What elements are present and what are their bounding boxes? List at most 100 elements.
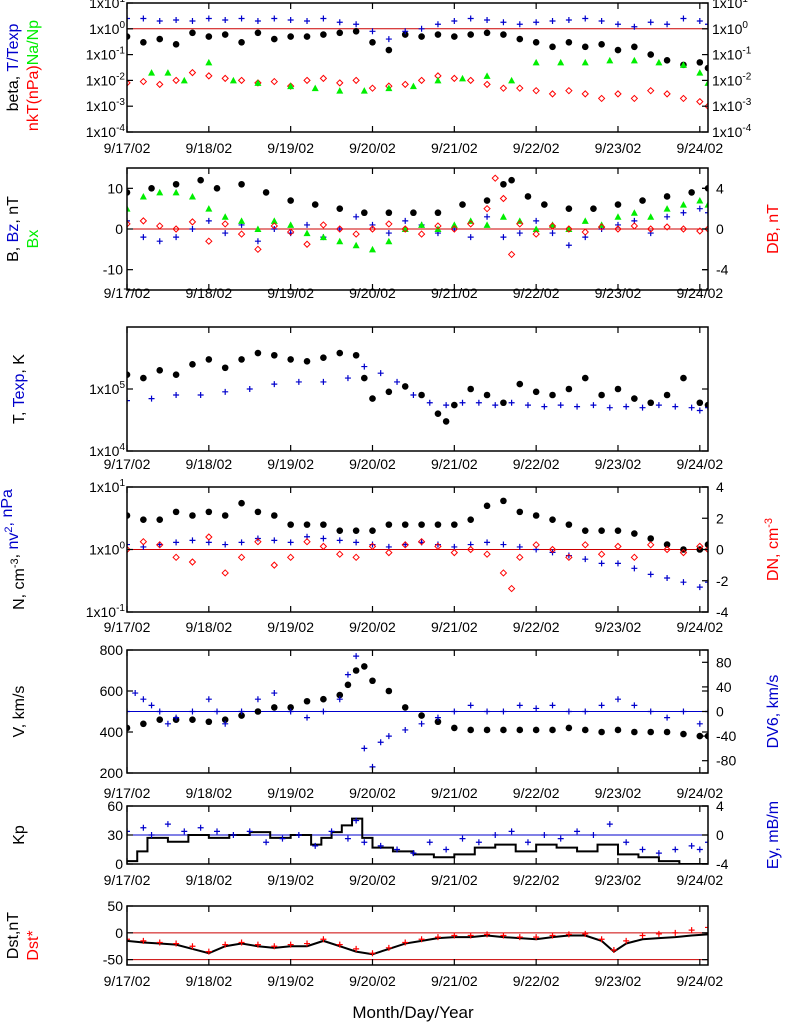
data-point [418, 25, 425, 32]
data-point [385, 543, 392, 550]
data-point [705, 579, 708, 586]
data-point [319, 74, 328, 83]
data-point [377, 370, 384, 377]
data-point [565, 205, 573, 212]
data-point [663, 728, 671, 736]
x-tick-label: 9/20/02 [349, 285, 396, 301]
data-point [205, 15, 212, 22]
series-group [127, 817, 708, 864]
data-point [254, 29, 262, 37]
data-point [401, 80, 409, 89]
data-point [598, 728, 605, 736]
data-point [336, 29, 344, 37]
data-point [434, 209, 442, 217]
data-point [434, 718, 442, 726]
y-tick-label: 10 [107, 180, 123, 196]
data-point [139, 537, 148, 546]
data-point [443, 402, 450, 409]
x-tick-label: 9/22/02 [513, 140, 560, 156]
data-point [214, 828, 221, 835]
data-point [508, 399, 515, 406]
data-point [140, 516, 147, 523]
data-point [304, 221, 311, 228]
series-group [127, 349, 708, 425]
data-point [704, 79, 708, 86]
x-tick-label: 9/20/02 [349, 973, 396, 989]
data-point [418, 33, 425, 40]
panel-dst: 50 0 -50 9/17/02 9/18/02 9/19/02 9/20/02 9/21/0… [5, 898, 723, 989]
data-point [127, 189, 131, 196]
data-point [679, 548, 688, 557]
data-point [385, 36, 392, 43]
data-point [696, 846, 703, 853]
data-point [500, 497, 507, 505]
data-point [377, 842, 384, 849]
data-point [565, 552, 572, 559]
x-tick-label: 9/18/02 [185, 872, 232, 888]
data-point [696, 205, 703, 212]
data-point [492, 402, 499, 409]
y-tick-label: 1x101 [89, 478, 125, 495]
data-point [475, 399, 482, 406]
data-point [205, 356, 213, 363]
data-point [156, 18, 163, 25]
data-point [631, 43, 638, 51]
data-point [614, 201, 622, 208]
data-point [286, 82, 295, 90]
data-point [369, 541, 376, 548]
data-point [401, 521, 409, 528]
data-point [221, 569, 229, 577]
series-group [127, 497, 708, 593]
data-point [705, 209, 708, 216]
series-line-0 [127, 933, 708, 956]
data-point [156, 35, 164, 43]
data-point [270, 512, 278, 519]
right-axis-label: DN, cm-3 [763, 518, 782, 581]
data-point [483, 72, 491, 79]
data-point [320, 521, 327, 528]
data-point [336, 537, 343, 544]
y-tick-label: 0 [115, 221, 123, 237]
data-point [254, 225, 262, 232]
data-point [647, 399, 655, 407]
data-point [704, 401, 708, 409]
y-tick-label: -50 [103, 952, 123, 968]
data-point [696, 542, 704, 551]
x-tick-label: 9/21/02 [431, 456, 478, 472]
data-point [156, 238, 163, 245]
data-point [173, 539, 180, 546]
y-tick-label: 30 [107, 827, 123, 843]
panel-bfield: 10 0 -10 4 0 -4 9/17/02 9/18/02 9/19/02 9/20/02 9/… [5, 167, 782, 301]
data-point [287, 16, 294, 23]
data-point [483, 221, 491, 228]
data-point [450, 221, 458, 228]
data-point [705, 404, 708, 411]
data-point [565, 724, 573, 732]
data-point [270, 351, 278, 359]
data-point [156, 541, 163, 548]
data-point [279, 835, 286, 842]
data-point [148, 832, 155, 838]
data-point [132, 690, 139, 697]
data-point [394, 846, 401, 853]
data-point [565, 242, 572, 249]
data-point [696, 18, 703, 25]
data-point [189, 29, 196, 37]
data-point [189, 361, 196, 368]
data-point [418, 720, 425, 727]
data-point [304, 714, 311, 721]
data-point [139, 77, 148, 86]
data-point [696, 59, 704, 66]
data-point [127, 512, 131, 519]
data-point [484, 16, 491, 23]
series-line-0 [127, 817, 708, 864]
data-point [222, 16, 229, 23]
data-point [336, 691, 344, 699]
data-point [352, 667, 360, 674]
data-point [254, 941, 261, 948]
data-point [467, 31, 474, 38]
data-point [500, 180, 507, 188]
x-tick-label: 9/21/02 [431, 285, 478, 301]
y-tick-label: 0 [115, 925, 123, 941]
data-point [548, 90, 557, 98]
